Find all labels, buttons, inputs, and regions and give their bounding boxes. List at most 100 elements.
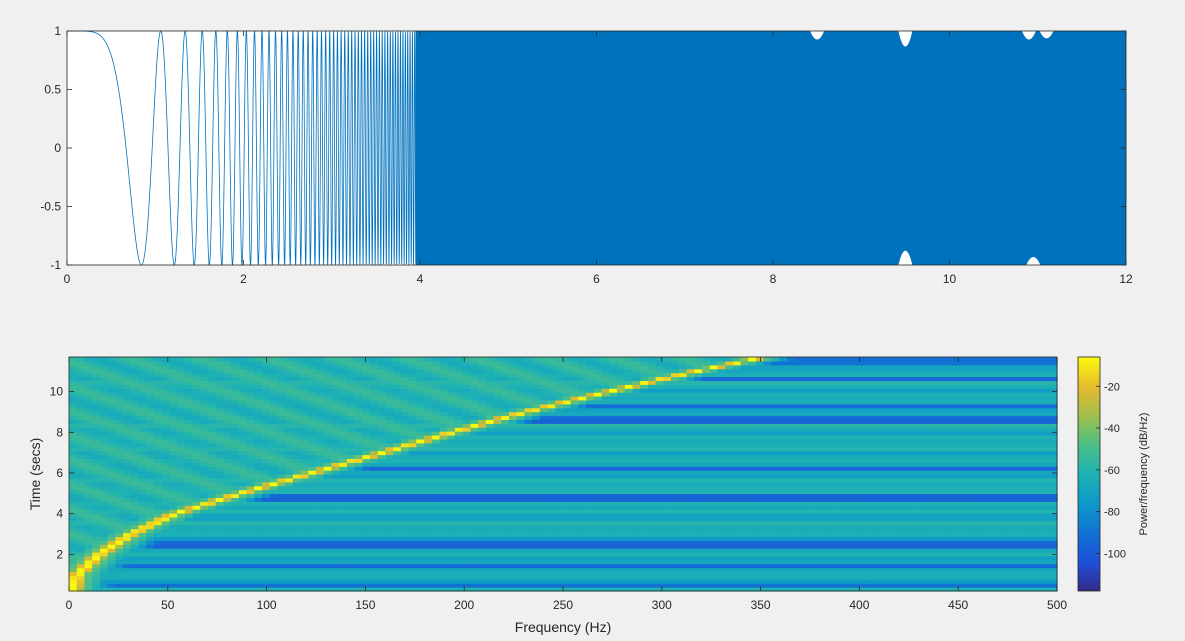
spectrogram-cell (231, 575, 240, 580)
spectrogram-cell (462, 458, 471, 463)
spectrogram-cell (524, 481, 533, 487)
spectrogram-cell (887, 571, 896, 576)
spectrogram-cell (833, 540, 842, 545)
spectrogram-cell (1041, 575, 1050, 580)
spectrogram-cell (146, 481, 155, 487)
spectrogram-cell (285, 481, 294, 487)
spectrogram-cell (215, 501, 224, 506)
signal-y-tick-label: -0.5 (40, 200, 61, 214)
spectrogram-cell (393, 567, 402, 573)
spectrogram-cell (99, 489, 109, 495)
spectrogram-cell (454, 540, 464, 545)
spectrogram-cell (601, 450, 610, 456)
spectrogram-cell (640, 532, 649, 537)
spectrogram-cell (107, 446, 116, 452)
spectrogram-cell (810, 454, 819, 459)
spectrogram-cell (362, 520, 371, 526)
spectrogram-cell (601, 505, 610, 510)
spectrogram-cell (161, 509, 170, 514)
spectrogram-cell (470, 544, 479, 549)
spectrogram-cell (918, 450, 927, 456)
spectrogram-cell (547, 516, 556, 522)
spectrogram-cell (339, 524, 348, 530)
spectrogram-cell (964, 477, 973, 483)
spectrogram-cell (454, 524, 464, 530)
spectrogram-cell (624, 509, 634, 514)
spectrogram-cell (470, 477, 479, 483)
spectrogram-cell (146, 559, 155, 565)
spectrogram-cell (609, 501, 618, 506)
spectrogram-cell (547, 477, 556, 483)
spectrogram-cell (254, 438, 263, 444)
spectrogram-cell (864, 470, 873, 475)
spectrogram-cell (840, 579, 850, 584)
spectrogram-cell (578, 481, 587, 487)
spectrogram-cell (231, 497, 240, 502)
spectrogram-cell (238, 477, 248, 483)
spectrogram-cell (362, 450, 371, 456)
spectrogram-cell (578, 516, 587, 522)
spectrogram-cell (470, 485, 479, 491)
spectrogram-cell (316, 583, 325, 588)
spectrogram-cell (192, 528, 201, 534)
spectrogram-cell (887, 497, 896, 502)
spectrogram-cell (640, 509, 649, 514)
spectrogram-cell (825, 509, 834, 514)
spectrogram-cell (779, 548, 788, 553)
spectrogram-cell (215, 516, 224, 522)
spectrogram-cell (269, 438, 279, 444)
spectrogram-cell (200, 579, 209, 584)
spectrogram-cell (972, 536, 981, 541)
spectrogram-cell (678, 509, 688, 514)
spectrogram-cell (508, 513, 518, 518)
spectrogram-cell (323, 501, 333, 506)
spectrogram-cell (115, 528, 124, 534)
spectrogram-cell (964, 450, 973, 456)
spectrogram-cell (1010, 493, 1020, 498)
spectrogram-cell (740, 501, 749, 506)
spectrogram-cell (1033, 442, 1043, 448)
spectrogram-cell (748, 458, 757, 463)
spectrogram-cell (918, 454, 927, 459)
spectrogram-cell (624, 481, 634, 487)
spectrogram-cell (339, 544, 348, 549)
spectrogram-cell (192, 544, 201, 549)
spectrogram-cell (354, 524, 363, 530)
spectrogram-cell (586, 563, 595, 569)
spectrogram-cell (354, 540, 363, 545)
spectrogram-cell (864, 450, 873, 456)
spectrogram-cell (987, 516, 996, 522)
spectrogram-cell (1018, 536, 1027, 541)
spectrogram-cell (76, 497, 86, 502)
spectrogram-cell (593, 466, 603, 471)
spectrogram-cell (76, 579, 86, 584)
spectrogram-cell (871, 520, 881, 526)
spectrogram-cell (840, 462, 850, 467)
spectrogram-cell (84, 559, 93, 565)
spectrogram-cell (825, 489, 834, 495)
spectrogram-cell (362, 532, 371, 537)
spectrogram-cell (146, 513, 155, 518)
spectrogram-cell (254, 481, 263, 487)
spectrogram-cell (817, 497, 827, 502)
spectrogram-cell (663, 540, 672, 545)
spectrogram-cell (416, 563, 425, 569)
spectrogram-cell (547, 485, 556, 491)
spectrogram-cell (161, 497, 170, 502)
spectrogram-cell (933, 497, 942, 502)
spectrogram-cell (640, 587, 649, 592)
signal-notch (898, 31, 913, 47)
spectrogram-cell (478, 571, 487, 576)
spectrogram-cell (316, 540, 325, 545)
spectrogram-cell (123, 520, 132, 526)
spectrogram-cell (238, 489, 248, 495)
spectrogram-cell (894, 493, 904, 498)
spectrogram-cell (246, 493, 255, 498)
spectrogram-cell (624, 571, 634, 576)
spectrogram-cell (825, 446, 834, 452)
spectrogram-cell (308, 470, 317, 475)
spectrogram-cell (1041, 489, 1050, 495)
spectrogram-cell (493, 505, 502, 510)
spectrogram-cell (254, 470, 263, 475)
spectrogram-cell (192, 454, 201, 459)
